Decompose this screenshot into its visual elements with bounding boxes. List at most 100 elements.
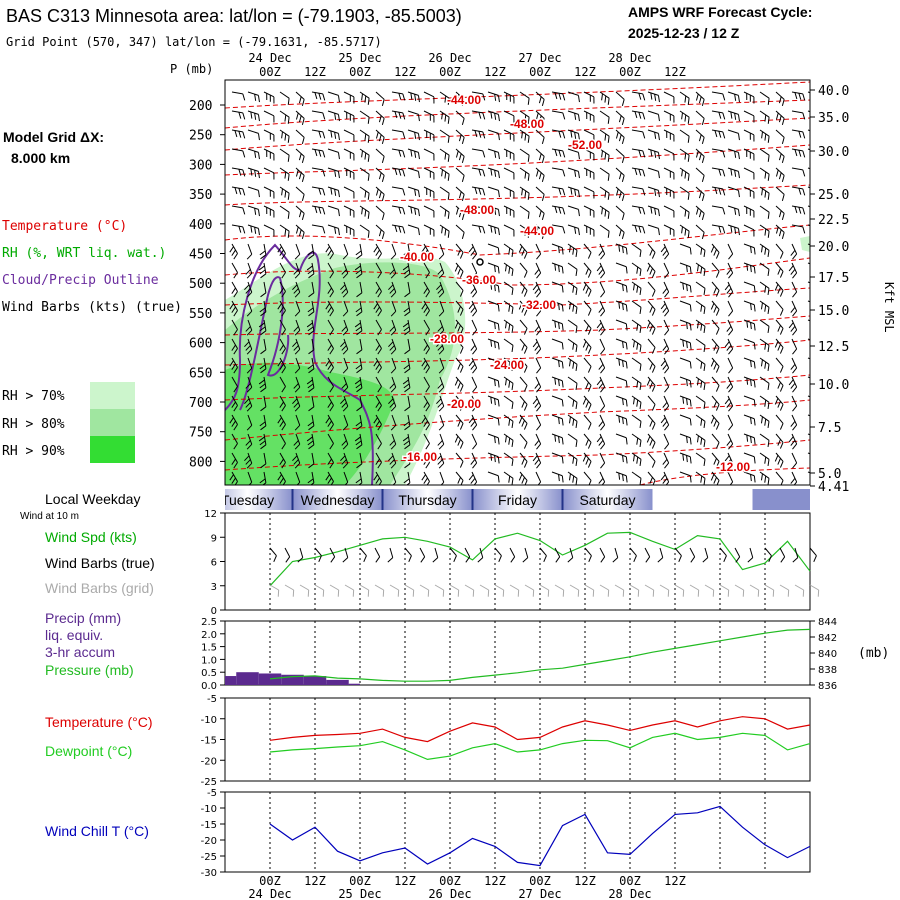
wind-barb (615, 224, 625, 239)
wind-barb (404, 395, 411, 412)
wind-barb (695, 376, 706, 391)
wind-barb (775, 414, 784, 430)
y-tick-label: 9 (211, 533, 217, 544)
wind-barb (231, 338, 238, 355)
wind-barb (503, 338, 514, 353)
pressure-tick-label: 600 (189, 337, 212, 352)
wind-barb (258, 376, 267, 393)
height-axis-label: Kft MSL (882, 282, 896, 333)
wind-barb (374, 547, 381, 563)
wind-barb (710, 243, 720, 259)
wind-barb (325, 471, 334, 485)
wind-barb (449, 547, 457, 563)
wind-barb (662, 281, 670, 298)
wind-barb (598, 414, 606, 431)
wind-barb (423, 376, 430, 393)
wind-barb (471, 186, 486, 196)
time-tick-label: 00Z (349, 65, 371, 79)
wind-barb (471, 319, 478, 336)
wind-barb (375, 186, 385, 201)
wind-barb (329, 547, 336, 563)
wind-barb (487, 186, 500, 198)
wind-barb (231, 281, 238, 298)
wind-barb (775, 319, 784, 335)
wind-barb (719, 584, 730, 597)
wind-barb (631, 186, 646, 196)
wind-barb (567, 319, 578, 334)
wind-barb (551, 243, 564, 255)
wind-barb (407, 91, 420, 103)
temperature-contour (225, 439, 810, 471)
wind-barb (487, 243, 500, 255)
wind-barb (263, 148, 275, 161)
wind-barb (355, 300, 363, 317)
wind-barb (599, 547, 606, 563)
wind-barb (759, 300, 770, 315)
wind-barb (258, 319, 267, 336)
wind-barb (583, 91, 595, 104)
wind-barb (391, 148, 406, 158)
wind-barb (695, 167, 705, 182)
wind-barb (788, 319, 798, 336)
y-tick-label: 2.0 (201, 630, 217, 641)
wind-barb (455, 300, 464, 316)
wind-barb (646, 376, 656, 392)
wind-barb (615, 357, 628, 369)
wind-barb (790, 243, 798, 260)
wind-barb (403, 300, 411, 317)
wind-barb (519, 110, 530, 124)
wind-barb (359, 129, 370, 143)
wind-barb (391, 224, 406, 234)
wind-barb (292, 338, 301, 355)
wind-barb (437, 262, 445, 279)
wind-barb (468, 357, 478, 374)
height-tick-label: 22.5 (818, 213, 849, 228)
wind-barb (647, 471, 656, 485)
wind-barb (455, 110, 465, 125)
wind-barb (279, 167, 290, 181)
wind-barb (355, 357, 363, 374)
wind-barb (583, 129, 595, 142)
temperature-contour (225, 224, 810, 256)
model-grid-value: 8.000 km (11, 150, 70, 166)
wind-barb (695, 148, 705, 163)
wind-barb (359, 91, 370, 105)
wind-barb (775, 110, 785, 125)
wind-barb (535, 91, 545, 106)
wind-barb (438, 357, 445, 374)
wind-barb (631, 281, 642, 296)
wind-barb (631, 224, 646, 234)
wind-barb (646, 433, 656, 449)
wind-barb (403, 414, 411, 431)
wind-barb (245, 433, 253, 450)
page-title: BAS C313 Minnesota area: lat/lon = (-79.… (6, 6, 462, 26)
wind-barb (775, 167, 785, 182)
wind-barb (727, 148, 740, 160)
pressure-tick-label: 200 (189, 99, 212, 114)
wind-barb (791, 205, 806, 215)
wind-barb (311, 91, 326, 101)
wind-barb (341, 262, 349, 279)
wind-barb (583, 471, 592, 485)
wind-barb (307, 414, 315, 431)
wind-barb (599, 338, 606, 355)
wind-barb (660, 243, 670, 260)
wind-barb (471, 110, 486, 120)
wind-barb (293, 319, 301, 336)
wind-barb (434, 584, 445, 597)
wind-barb (454, 433, 464, 449)
wind-barb (277, 243, 286, 260)
wind-barb (743, 300, 756, 312)
wind-barb (436, 338, 445, 355)
wind-barb (343, 167, 355, 180)
wind-barb (455, 186, 465, 201)
wind-barb (743, 281, 756, 293)
wind-barb (359, 547, 367, 563)
wind-barb (647, 338, 656, 354)
wind-barb (231, 262, 238, 279)
wind-barb (518, 471, 528, 485)
wind-barb (679, 452, 692, 464)
wind-barb (373, 471, 382, 485)
wind-barb (246, 414, 253, 431)
y-tick-label: 0.5 (201, 668, 217, 679)
